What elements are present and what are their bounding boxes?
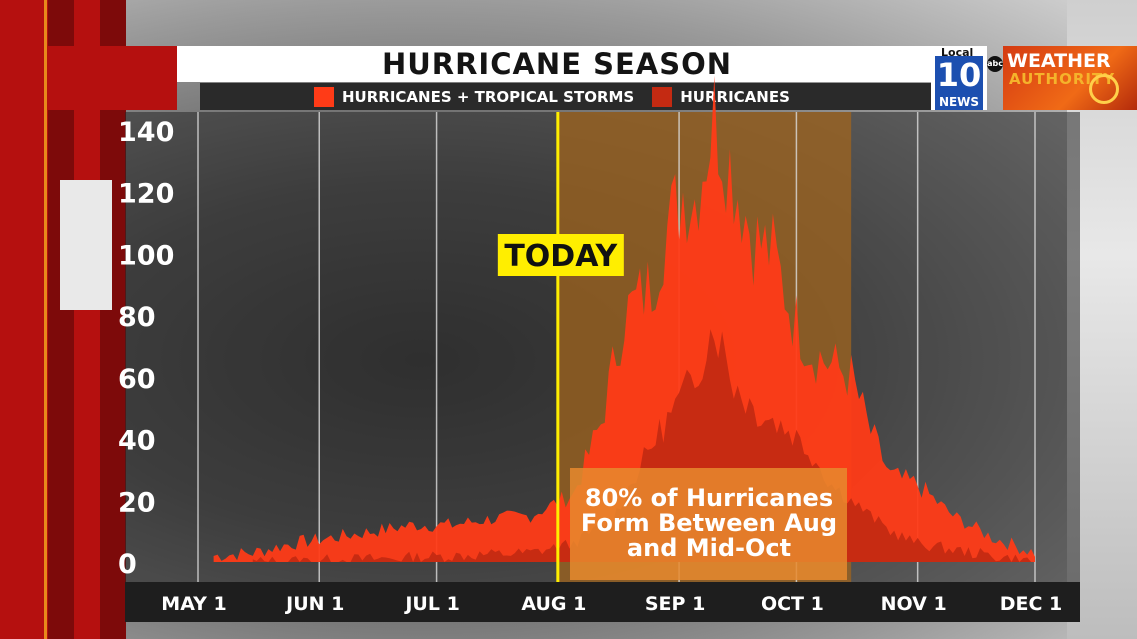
legend-swatch-hurricanes <box>652 86 673 107</box>
legend-swatch-hurricanes-tropical-storms <box>314 86 334 107</box>
today-label: TODAY <box>504 239 618 274</box>
logo-authority-text: AUTHORITY <box>1009 70 1116 88</box>
y-tick-label: 100 <box>118 240 174 271</box>
y-tick-label: 120 <box>118 179 174 210</box>
legend-bar: HURRICANES + TROPICAL STORMS HURRICANES <box>200 83 937 110</box>
weather-authority-logo: WEATHER AUTHORITY <box>1003 46 1137 110</box>
x-tick-label: JUN 1 <box>284 593 344 615</box>
y-tick-label: 20 <box>118 487 156 518</box>
x-tick-label: OCT 1 <box>761 593 824 615</box>
y-tick-label: 140 <box>118 117 174 148</box>
x-tick-label: MAY 1 <box>161 593 226 615</box>
logo-local-text: Local <box>941 46 974 59</box>
title-bar: HURRICANE SEASON <box>177 46 937 82</box>
x-tick-label: SEP 1 <box>645 593 705 615</box>
logo-news-text: NEWS <box>935 94 983 110</box>
x-tick-label: DEC 1 <box>1000 593 1063 615</box>
abc-logo-icon: abc <box>987 56 1003 72</box>
annotation-text-line: and Mid-Oct <box>627 534 791 562</box>
y-tick-label: 80 <box>118 302 156 333</box>
annotation-text-line: 80% of Hurricanes <box>585 484 833 512</box>
y-tick-label: 60 <box>118 364 156 395</box>
station-logo: Local 10 NEWS abc WEATHER AUTHORITY <box>931 46 1137 110</box>
logo-weather-text: WEATHER <box>1007 50 1111 72</box>
red-band-top <box>0 46 177 110</box>
annotation-box <box>570 468 847 580</box>
logo-channel-number: 10 <box>935 56 983 94</box>
radar-ring-icon <box>1089 74 1119 104</box>
legend-label-hurricanes: HURRICANES <box>680 87 790 106</box>
x-axis-bar <box>125 582 1080 622</box>
x-tick-label: AUG 1 <box>521 593 586 615</box>
y-tick-label: 40 <box>118 426 156 457</box>
white-panel <box>60 180 112 310</box>
orange-accent-line <box>44 0 47 639</box>
legend-label-hurricanes-tropical-storms: HURRICANES + TROPICAL STORMS <box>342 87 635 106</box>
series-hurricanes-tropical-storms-area <box>213 75 1036 562</box>
legend-item-hurricanes: HURRICANES <box>652 86 790 107</box>
chart-title: HURRICANE SEASON <box>381 47 733 81</box>
legend-item-hurricanes-tropical-storms: HURRICANES + TROPICAL STORMS <box>314 86 635 107</box>
x-tick-label: JUL 1 <box>403 593 459 615</box>
logo-local10-block: Local 10 NEWS <box>931 46 987 110</box>
y-tick-label: 0 <box>118 549 137 580</box>
x-tick-label: NOV 1 <box>881 593 947 615</box>
today-label-box <box>497 234 624 276</box>
annotation-text-line: Form Between Aug <box>581 509 837 537</box>
